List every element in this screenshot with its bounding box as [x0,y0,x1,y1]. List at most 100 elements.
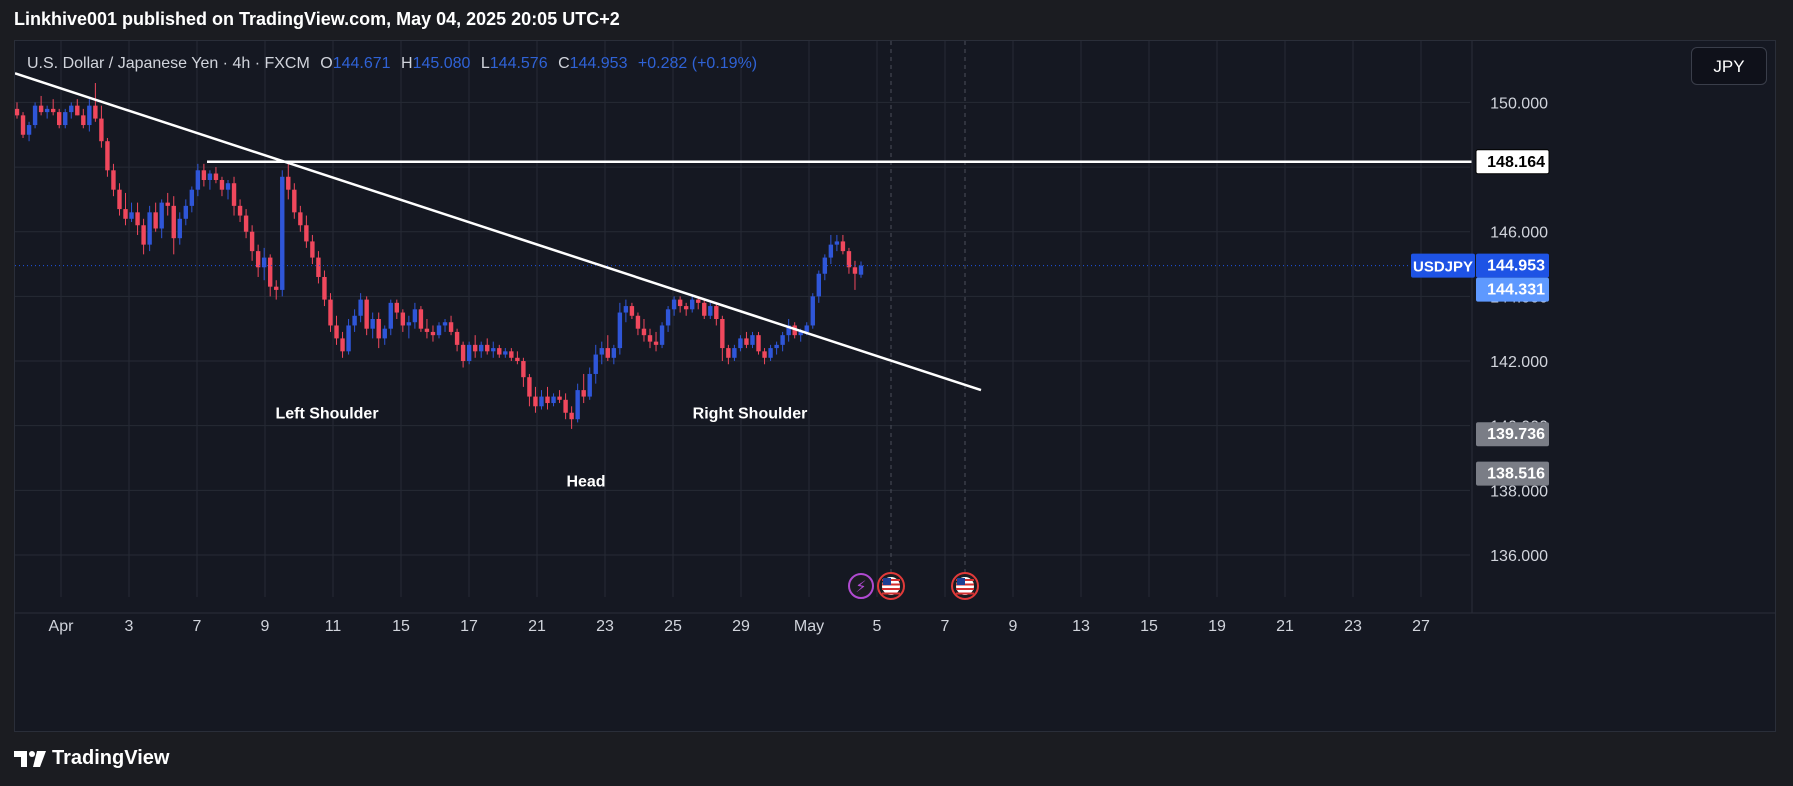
price-badge [1476,461,1549,486]
candle-body [515,357,520,362]
candle-body [509,351,514,358]
x-tick-label: 7 [941,618,950,635]
candle-body [153,212,158,229]
y-tick-label: 142.000 [1490,354,1548,371]
candle-body [659,325,665,345]
pattern-label: Left Shoulder [275,406,378,423]
candle-body [798,331,803,336]
candle-body [539,396,544,407]
high-value: 145.080 [412,55,471,72]
y-tick-label: 150.000 [1490,95,1548,112]
x-tick-label: 17 [460,618,478,635]
candle-body [430,331,436,336]
chart-frame[interactable]: Left Shoulder Right Shoulder Head Apr 3 7 9 11… [14,40,1776,732]
candle-body [225,183,231,190]
open-label: O [320,55,333,72]
candle-body [382,328,387,339]
price-chart[interactable]: Left Shoulder Right Shoulder Head Apr 3 7 9 11… [15,41,1776,732]
candle-body [99,118,104,142]
price-badge [1476,253,1549,278]
candle-body [75,105,80,116]
x-tick-label: 29 [732,618,750,635]
candle-body [334,325,339,339]
us-flag-stripe [956,588,974,590]
tradingview-logo-icon [14,750,46,767]
candle-body [581,390,586,397]
candle-body [81,115,86,126]
us-flag-stripe [882,588,900,590]
candle-body [15,108,20,116]
candle-body [786,325,791,336]
low-value: 144.576 [489,55,548,72]
candle-body [587,373,592,397]
candle-body [575,390,580,420]
candle-body [219,180,225,190]
y-tick-label: 138.000 [1490,483,1548,500]
price-badges-layer: 148.164 144.953 144.331 139.736 138.516 USDJP… [1411,149,1550,486]
candle-body [671,299,677,310]
us-flag-canton [883,578,891,585]
candle-body [466,344,472,362]
price-badge-label: 144.331 [1487,282,1545,299]
candle-body [183,205,188,219]
candle-body [328,299,333,326]
candle-body [358,299,363,316]
candle-body [207,173,213,180]
candle-body [816,273,821,297]
us-flag-canton [957,578,965,585]
x-tick-label: 15 [1140,618,1158,635]
candle-body [497,348,502,355]
candle-body [774,344,779,349]
candle-body [69,105,74,113]
candle-body [436,325,442,336]
candle-body [460,344,466,362]
candle-body [822,257,828,274]
x-tick-label: 7 [193,618,202,635]
tradingview-logo[interactable]: TradingView [14,747,169,770]
candle-body [593,354,598,374]
candle-body [756,335,761,352]
candle-body [370,319,375,329]
candle-body [846,251,852,268]
candle-body [418,309,424,329]
y-tick-label: 136.000 [1490,548,1548,565]
candle-body [388,302,393,329]
candle-body [189,189,195,206]
price-badge-label: 138.516 [1487,466,1545,483]
candle-body [780,335,785,345]
candle-body [641,328,647,336]
currency-button[interactable]: JPY [1691,47,1767,85]
price-badge [1476,422,1549,447]
candle-body [533,396,538,407]
x-tick-label: 19 [1208,618,1226,635]
candle-body [442,322,448,326]
price-badge [1476,277,1549,302]
candle-body [292,189,297,213]
candle-body [141,225,146,245]
x-tick-label: 27 [1412,618,1430,635]
candle-body [177,218,182,239]
candle-body [732,348,737,358]
candle-body [485,344,490,352]
candle-body [87,105,92,126]
candle-body [304,225,309,242]
x-tick-label: 15 [392,618,410,635]
event-dashed-lines [890,41,966,577]
descending-trendline [15,72,982,392]
candle-body [768,348,773,358]
candle-body [720,319,725,349]
candle-body [569,412,574,420]
us-flag-stripe [956,592,974,595]
candle-body [255,251,261,268]
candle-body [491,348,496,352]
candles-layer [15,83,864,429]
drawings-layer [15,72,1472,392]
candle-body [123,209,128,219]
candle-body [545,396,550,404]
publisher-header: Linkhive001 published on TradingView.com… [14,9,620,29]
x-tick-label: 21 [1276,618,1294,635]
candle-body [165,202,170,206]
change-value: +0.282 (+0.19%) [637,55,758,72]
candle-body [412,309,418,323]
candle-body [744,338,749,345]
